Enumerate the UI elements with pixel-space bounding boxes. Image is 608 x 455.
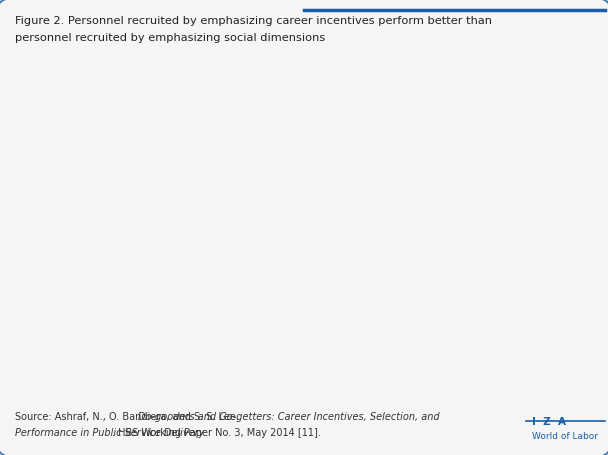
Text: personnel recruited by emphasizing social dimensions: personnel recruited by emphasizing socia… [15,33,325,43]
Text: I  Z  A: I Z A [532,417,566,427]
X-axis label: Number of visits (September 2012–January 2014): Number of visits (September 2012–January… [174,399,485,412]
Text: Figure 2. Personnel recruited by emphasizing career incentives perform better th: Figure 2. Personnel recruited by emphasi… [15,16,492,26]
Legend: Social incentives, Career incentives: Social incentives, Career incentives [426,75,579,116]
Text: Do-gooders and Go-getters: Career Incentives, Selection, and: Do-gooders and Go-getters: Career Incent… [138,412,440,422]
Text: . HBS Working Paper No. 3, May 2014 [11].: . HBS Working Paper No. 3, May 2014 [11]… [112,428,321,438]
Y-axis label: Density: Density [7,197,19,244]
Text: World of Labor: World of Labor [532,432,598,441]
Text: Source: Ashraf, N., O. Bandiera, and S. S. Lee.: Source: Ashraf, N., O. Bandiera, and S. … [15,412,242,422]
Text: Performance in Public Service Delivery: Performance in Public Service Delivery [15,428,204,438]
